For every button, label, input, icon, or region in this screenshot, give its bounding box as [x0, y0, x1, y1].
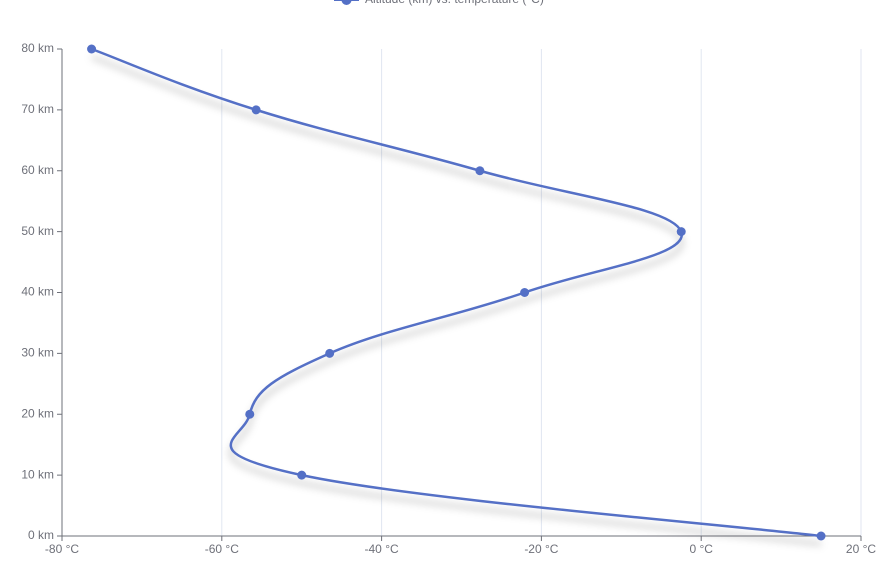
x-tick-label: 20 °C [846, 542, 876, 556]
data-point [475, 166, 485, 176]
data-point [676, 227, 686, 237]
y-tick-label: 70 km [21, 102, 54, 116]
y-tick-label: 20 km [21, 406, 54, 420]
y-tick-label: 40 km [21, 285, 54, 299]
x-tick-label: -80 °C [45, 542, 79, 556]
data-point [816, 531, 826, 541]
data-point [325, 348, 335, 358]
y-tick-label: 30 km [21, 346, 54, 360]
data-point [251, 105, 261, 115]
data-point [297, 470, 307, 480]
x-tick-label: 0 °C [689, 542, 713, 556]
data-point [87, 44, 97, 54]
data-point [520, 288, 530, 297]
data-point [245, 409, 255, 419]
y-tick-label: 80 km [21, 41, 54, 55]
y-tick-label: 0 km [28, 528, 54, 542]
y-tick-label: 60 km [21, 163, 54, 177]
legend-label: Altitude (km) vs. temperature (°C) [365, 0, 544, 6]
x-tick-label: -60 °C [205, 542, 239, 556]
y-tick-label: 10 km [21, 467, 54, 481]
x-tick-label: -20 °C [524, 542, 558, 556]
series-line [91, 47, 822, 538]
legend-marker [341, 0, 352, 5]
x-tick-label: -40 °C [365, 542, 399, 556]
y-tick-label: 50 km [21, 224, 54, 238]
